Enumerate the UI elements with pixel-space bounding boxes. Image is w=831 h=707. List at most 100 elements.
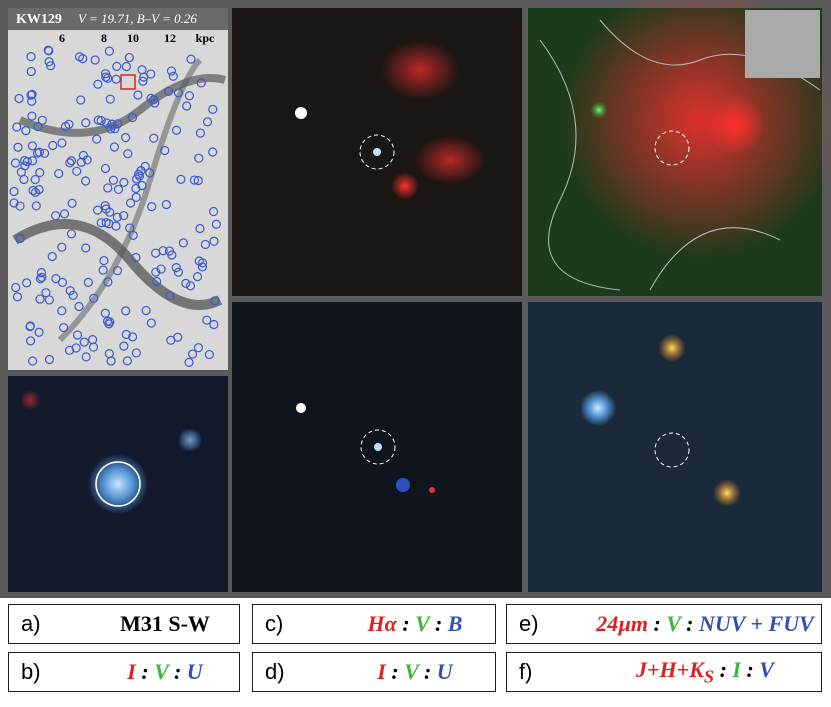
caption-part: U <box>436 659 453 684</box>
cluster-marker <box>33 122 43 132</box>
caption-text: I : V : U <box>335 659 495 685</box>
caption-part: I <box>732 656 741 682</box>
caption-text: I : V : U <box>91 659 239 685</box>
caption-box: d) I : V : U <box>252 652 496 692</box>
cluster-marker <box>93 115 103 125</box>
caption-part: V <box>666 611 681 636</box>
panel-letter: d) <box>265 659 285 684</box>
cluster-marker <box>145 168 155 178</box>
cluster-marker <box>26 66 36 77</box>
caption-part: 24µm <box>596 611 649 636</box>
photometry: V = 19.71, B–V = 0.26 <box>78 11 197 26</box>
cluster-marker <box>48 140 58 151</box>
cluster-marker <box>125 198 136 208</box>
cluster-marker <box>72 166 82 176</box>
cluster-marker <box>66 229 77 239</box>
cluster-marker <box>71 343 81 353</box>
cluster-marker <box>112 212 122 222</box>
cluster-marker <box>210 296 220 306</box>
cluster-marker <box>209 319 219 330</box>
panel-c <box>232 8 522 296</box>
cluster-marker <box>196 78 206 88</box>
cluster-marker <box>99 255 109 266</box>
caption-part: : <box>648 611 667 636</box>
cluster-marker <box>184 357 194 367</box>
panel-letter: a) <box>21 611 41 636</box>
panel-letter: e) <box>519 611 539 636</box>
cluster-marker <box>105 94 115 104</box>
cluster-marker <box>80 176 91 186</box>
cluster-marker <box>44 46 54 56</box>
cluster-marker <box>156 264 166 274</box>
cluster-marker <box>186 54 196 64</box>
cluster-marker <box>31 201 41 211</box>
panel-letter: b) <box>21 659 41 684</box>
caption-part: : <box>714 656 733 682</box>
cluster-marker <box>105 207 115 217</box>
cluster-marker <box>10 158 21 168</box>
cluster-marker <box>178 238 189 248</box>
caption-part: V <box>415 611 430 636</box>
cluster-marker <box>131 348 141 358</box>
cluster-marker <box>35 274 46 284</box>
cluster-marker <box>81 352 91 362</box>
cluster-marker <box>64 345 75 355</box>
cluster-marker <box>121 61 131 72</box>
cluster-marker <box>27 96 37 106</box>
caption-text: J+H+KS : I : V <box>589 657 821 687</box>
cluster-marker <box>124 52 134 63</box>
cluster-marker <box>197 262 208 272</box>
cluster-marker <box>103 73 113 83</box>
cluster-marker <box>160 145 170 156</box>
cluster-marker <box>67 198 77 208</box>
cluster-marker <box>149 133 159 143</box>
scale-label: 6 <box>59 31 65 45</box>
caption-part: V <box>759 656 774 682</box>
cluster-marker <box>76 157 86 167</box>
cluster-marker <box>44 354 55 365</box>
cluster-marker <box>60 121 71 132</box>
cluster-marker <box>113 119 123 129</box>
cluster-marker <box>101 217 111 228</box>
caption-part: S <box>703 666 715 687</box>
cluster-marker <box>39 148 50 158</box>
cluster-marker <box>27 141 37 151</box>
cluster-marker <box>59 209 70 219</box>
cluster-marker <box>200 239 211 250</box>
panel-f <box>528 302 822 592</box>
cluster-marker <box>74 301 84 312</box>
caption-part: : <box>168 659 187 684</box>
cluster-marker <box>27 156 38 166</box>
cluster-marker <box>121 133 131 143</box>
cluster-marker <box>193 343 204 353</box>
cluster-marker <box>208 147 218 157</box>
cluster-marker <box>36 268 47 278</box>
cluster-marker <box>128 230 138 240</box>
cluster-marker <box>35 167 45 178</box>
cluster-marker <box>113 184 124 195</box>
cluster-marker <box>89 293 99 303</box>
cluster-marker <box>13 142 23 152</box>
cluster-marker <box>57 242 67 252</box>
cluster-marker <box>173 88 184 98</box>
cluster-marker <box>22 278 32 288</box>
caption-part: NUV + FUV <box>698 611 814 636</box>
cluster-marker <box>12 122 22 132</box>
cluster-marker <box>146 318 156 328</box>
caption-part: Hα <box>367 611 397 636</box>
cluster-marker <box>103 183 113 193</box>
cluster-marker <box>181 278 191 288</box>
caption-part: : <box>680 611 699 636</box>
cluster-marker <box>108 175 119 185</box>
cluster-marker <box>37 115 47 125</box>
cluster-marker <box>78 54 88 64</box>
cluster-marker <box>131 252 141 263</box>
cluster-marker <box>166 66 177 76</box>
cluster-marker <box>137 180 147 191</box>
cluster-marker <box>27 111 37 121</box>
cluster-marker <box>106 356 116 366</box>
cluster-marker <box>51 211 61 221</box>
cluster-marker <box>81 118 91 128</box>
panel-b <box>8 376 228 592</box>
cluster-marker <box>195 128 206 138</box>
